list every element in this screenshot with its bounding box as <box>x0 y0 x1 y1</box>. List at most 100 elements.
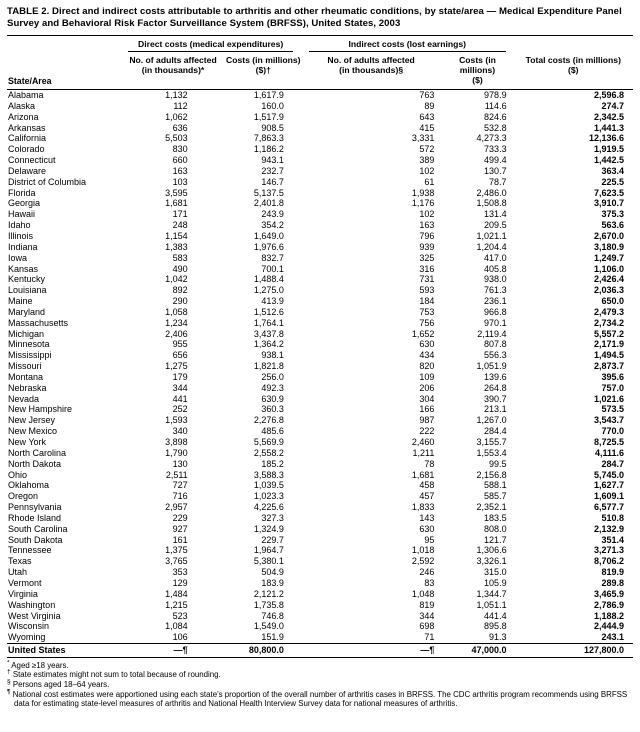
table-row: Ohio 2,511 3,588.3 1,681 2,156.8 5,745.0 <box>7 470 633 481</box>
value-cell: 441.4 <box>484 610 507 621</box>
table-row: Wyoming 106 151.9 71 91.3 243.1 <box>7 632 633 643</box>
table-body: Alabama 1,132 1,617.9 763 978.9 2,596.8 Alaska… <box>7 90 633 658</box>
value-cell: 656 <box>172 350 188 361</box>
value-cell: 121.7 <box>484 534 507 545</box>
value-cell: 1,051.1 <box>476 599 507 610</box>
value-cell: 556.3 <box>484 350 507 361</box>
value-cell: 102 <box>419 209 435 220</box>
value-cell: 232.7 <box>261 165 284 176</box>
value-cell: 78 <box>424 458 435 469</box>
value-cell: 146.7 <box>261 176 284 187</box>
value-cell: 83 <box>424 577 435 588</box>
value-cell: 1,494.5 <box>593 350 624 361</box>
value-cell: 1,042 <box>165 274 188 285</box>
table-row: Georgia 1,681 2,401.8 1,176 1,508.8 3,910.7 <box>7 198 633 209</box>
value-cell: 222 <box>419 426 435 437</box>
value-cell: 1,023.3 <box>253 491 284 502</box>
state-name-cell: Illinois <box>8 230 34 241</box>
value-cell: 1,593 <box>165 415 188 426</box>
value-cell: 927 <box>172 523 188 534</box>
value-cell: 289.8 <box>601 577 624 588</box>
col-header-state: State/Area <box>7 35 121 90</box>
value-cell: 2,596.8 <box>593 90 624 100</box>
value-cell: 3,898 <box>165 437 188 447</box>
table-row: Rhode Island 229 327.3 143 183.5 510.8 <box>7 513 633 524</box>
column-header-row: No. of adults affected (in thousands)* C… <box>7 52 633 90</box>
table-row: Connecticut 660 943.1 389 499.4 1,442.5 <box>7 155 633 166</box>
value-cell: 3,588.3 <box>253 469 284 480</box>
value-cell: 103 <box>172 176 188 187</box>
value-cell: 112 <box>173 100 188 111</box>
value-cell: 1,106.0 <box>593 263 624 274</box>
value-cell: 650.0 <box>601 296 624 307</box>
value-cell: 1,681 <box>411 469 435 480</box>
table-header: State/Area Direct costs (medical expendi… <box>7 35 633 90</box>
value-cell: 2,036.3 <box>593 285 624 296</box>
state-name-cell: District of Columbia <box>8 176 87 187</box>
value-cell: 510.8 <box>601 512 624 523</box>
state-name-cell: Maine <box>8 296 33 307</box>
value-cell: 563.6 <box>601 220 624 231</box>
value-cell: 1,964.7 <box>253 545 284 556</box>
state-name-cell: Massachusetts <box>8 317 69 328</box>
value-cell: 264.8 <box>484 382 507 393</box>
value-cell: 763 <box>419 90 435 100</box>
value-cell: 163 <box>172 165 188 176</box>
value-cell: 1,267.0 <box>476 415 507 426</box>
value-cell: 7,863.3 <box>253 133 284 144</box>
value-cell: 1,211 <box>412 447 435 458</box>
value-cell: 166 <box>419 404 435 415</box>
value-cell: 1,364.2 <box>253 339 284 350</box>
value-cell: 1,609.1 <box>593 491 624 502</box>
value-cell: 139.6 <box>484 371 507 382</box>
state-name-cell: Indiana <box>8 241 38 252</box>
value-cell: 315.0 <box>484 567 507 578</box>
table-row: Nebraska 344 492.3 206 264.8 757.0 <box>7 383 633 394</box>
value-cell: 390.7 <box>484 393 507 404</box>
value-cell: 1,306.6 <box>476 545 507 556</box>
value-cell: 2,786.9 <box>593 599 624 610</box>
group-header-indirect-label: Indirect costs (lost earnings) <box>308 39 506 52</box>
value-cell: 2,352.1 <box>476 502 507 513</box>
value-cell: 2,444.9 <box>593 621 624 632</box>
value-cell: 2,156.8 <box>476 469 507 480</box>
value-cell: 892 <box>172 285 188 296</box>
value-cell: 756 <box>419 317 435 328</box>
col-header-direct-costs: Costs (in millions) ($)† <box>225 52 301 90</box>
value-cell: 1,735.8 <box>253 599 284 610</box>
value-cell: 2,401.8 <box>253 198 284 209</box>
value-cell: 1,821.8 <box>253 361 284 372</box>
state-name-cell: Wyoming <box>8 632 46 643</box>
value-cell: 304 <box>419 393 435 404</box>
value-cell: 284.4 <box>484 426 507 437</box>
value-cell: 183.9 <box>261 577 284 588</box>
table-row: Tennessee 1,375 1,964.7 1,018 1,306.6 3,271.3 <box>7 545 633 556</box>
value-cell: 3,595 <box>165 187 188 198</box>
value-cell: 820 <box>419 361 435 372</box>
value-cell: 95 <box>424 534 435 545</box>
value-cell: 716 <box>172 491 188 502</box>
value-cell: 588.1 <box>484 480 507 491</box>
value-cell: 2,670.0 <box>593 230 624 241</box>
value-cell: 5,745.0 <box>593 469 624 480</box>
state-name-cell: Virginia <box>8 588 38 599</box>
value-cell: 733.3 <box>484 144 507 155</box>
table-row: West Virginia 523 746.8 344 441.4 1,188.2 <box>7 611 633 622</box>
value-cell: 1,058 <box>165 306 188 317</box>
state-name-cell: Montana <box>8 371 44 382</box>
state-name-cell: Pennsylvania <box>8 502 62 513</box>
value-cell: 3,271.3 <box>593 545 624 556</box>
value-cell: 2,132.9 <box>593 523 624 534</box>
value-cell: 5,137.5 <box>253 187 284 198</box>
value-cell: 246 <box>419 567 435 578</box>
value-cell: 1,919.5 <box>593 144 624 155</box>
value-cell: 3,180.9 <box>593 241 624 252</box>
value-cell: 363.4 <box>601 165 624 176</box>
value-cell: 978.9 <box>484 90 507 100</box>
value-cell: 129 <box>172 577 188 588</box>
value-cell: 1,627.7 <box>593 480 624 491</box>
table-row: Minnesota 955 1,364.2 630 807.8 2,171.9 <box>7 339 633 350</box>
value-cell: 1,512.6 <box>253 306 284 317</box>
value-cell: 943.1 <box>261 155 284 166</box>
value-cell: 1,084 <box>165 621 188 632</box>
